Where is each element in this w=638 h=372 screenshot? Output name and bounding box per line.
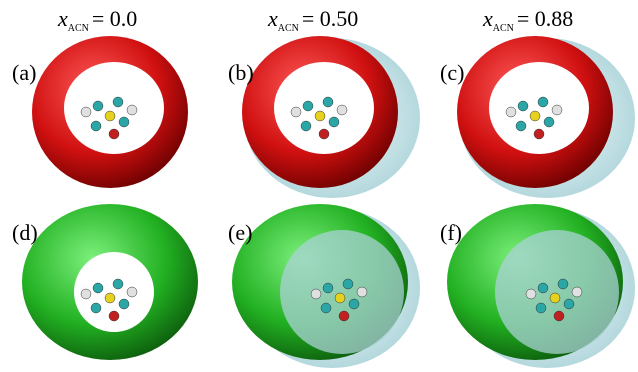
panel: (d) <box>12 204 198 360</box>
cavity <box>280 230 404 354</box>
atom <box>526 289 536 299</box>
value: = 0.88 <box>517 6 573 31</box>
panel-label: (b) <box>228 60 254 85</box>
figure: (a)(b)(c)(d)(e)(f)xACN= 0.0xACN= 0.50xAC… <box>0 0 638 372</box>
subscript: ACN <box>68 23 89 34</box>
atom <box>93 283 103 293</box>
cavity <box>489 62 589 154</box>
atom <box>337 105 347 115</box>
atom <box>558 279 568 289</box>
atom <box>127 105 137 115</box>
symbol: x <box>57 6 68 31</box>
atom <box>538 97 548 107</box>
cavity <box>64 62 164 154</box>
atom <box>544 117 554 127</box>
atom <box>291 107 301 117</box>
atom <box>506 107 516 117</box>
symbol: x <box>482 6 493 31</box>
value: = 0.50 <box>302 6 358 31</box>
atom <box>301 121 311 131</box>
atom <box>109 311 119 321</box>
atom <box>339 311 349 321</box>
atom <box>554 311 564 321</box>
atom <box>552 105 562 115</box>
panel-label: (d) <box>12 220 38 245</box>
atom <box>91 121 101 131</box>
value: = 0.0 <box>92 6 137 31</box>
atom <box>335 293 345 303</box>
panel-label: (e) <box>228 220 252 245</box>
atom <box>516 121 526 131</box>
atom <box>315 111 325 121</box>
atom <box>534 129 544 139</box>
panel: (c) <box>440 36 635 198</box>
symbol: x <box>267 6 278 31</box>
page: (a)(b)(c)(d)(e)(f)xACN= 0.0xACN= 0.50xAC… <box>0 0 638 372</box>
atom <box>105 293 115 303</box>
atom <box>105 111 115 121</box>
atom <box>550 293 560 303</box>
atom <box>321 303 331 313</box>
panel: (b) <box>228 36 420 198</box>
atom <box>323 97 333 107</box>
atom <box>357 287 367 297</box>
atom <box>113 279 123 289</box>
panel: (e) <box>228 204 420 368</box>
atom <box>93 101 103 111</box>
column-header: xACN= 0.88 <box>482 6 573 34</box>
panel: (f) <box>440 204 635 368</box>
atom <box>572 287 582 297</box>
atom <box>311 289 321 299</box>
subscript: ACN <box>493 23 514 34</box>
atom <box>530 111 540 121</box>
atom <box>564 299 574 309</box>
atom <box>349 299 359 309</box>
column-header: xACN= 0.0 <box>57 6 137 34</box>
atom <box>323 283 333 293</box>
atom <box>536 303 546 313</box>
atom <box>303 101 313 111</box>
cavity <box>495 230 619 354</box>
atom <box>81 107 91 117</box>
panel-label: (f) <box>440 220 462 245</box>
column-header: xACN= 0.50 <box>267 6 358 34</box>
atom <box>343 279 353 289</box>
panel-label: (a) <box>12 60 36 85</box>
panel-label: (c) <box>440 60 464 85</box>
subscript: ACN <box>278 23 299 34</box>
atom <box>81 289 91 299</box>
atom <box>319 129 329 139</box>
atom <box>91 303 101 313</box>
panel: (a) <box>12 36 188 188</box>
atom <box>518 101 528 111</box>
atom <box>119 299 129 309</box>
atom <box>329 117 339 127</box>
cavity <box>274 62 374 154</box>
atom <box>119 117 129 127</box>
atom <box>538 283 548 293</box>
atom <box>109 129 119 139</box>
atom <box>113 97 123 107</box>
atom <box>127 287 137 297</box>
